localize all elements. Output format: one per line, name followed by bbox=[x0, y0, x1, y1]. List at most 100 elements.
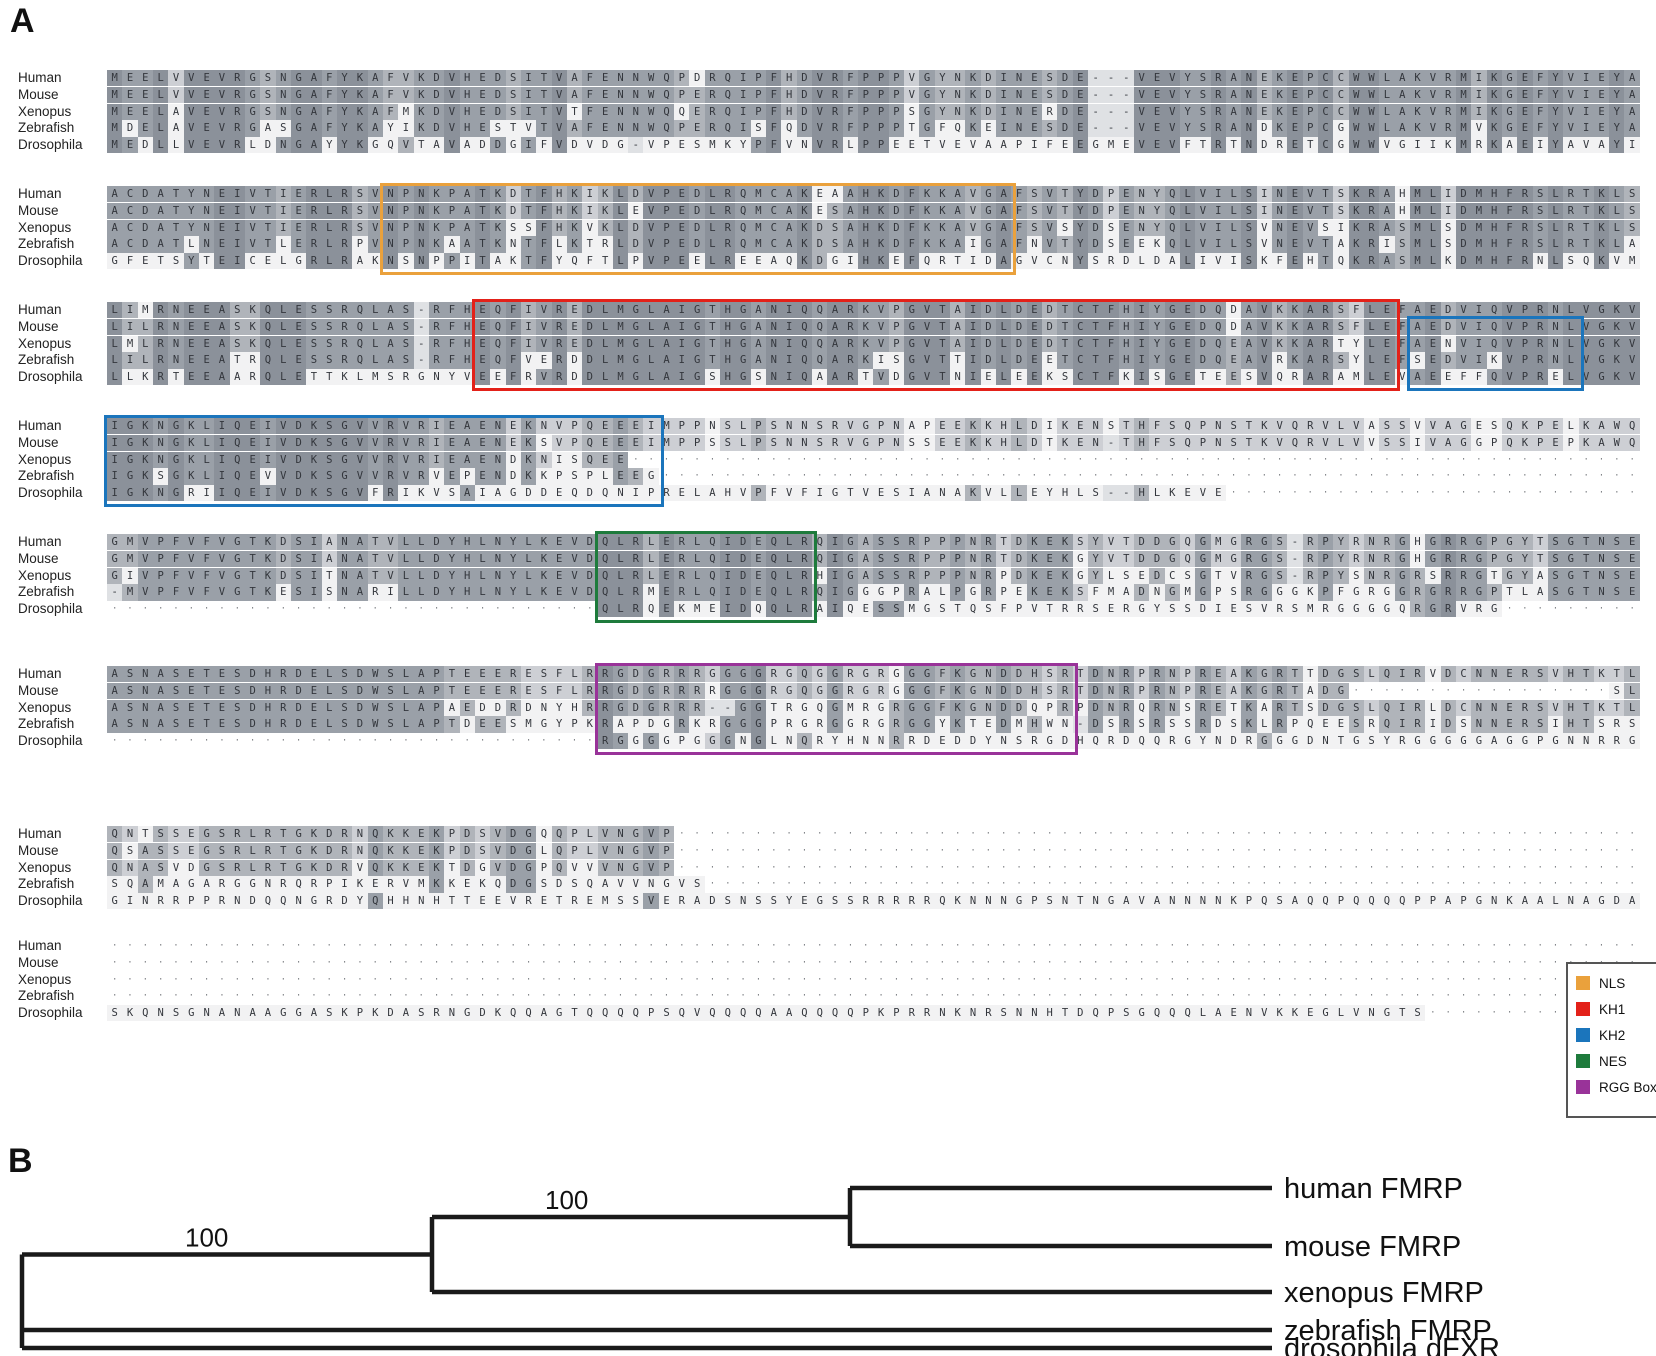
sequence-row: Q N T S S E G S R L R T G K D R N Q K K E K P D S V D G Q Q P L V N G V P · · ·… bbox=[107, 826, 1640, 843]
species-label: Xenopus bbox=[18, 335, 72, 351]
species-label: Drosophila bbox=[18, 485, 83, 501]
legend-item: KH2 bbox=[1568, 1022, 1656, 1048]
sequence-row: · · · · · · · · · · · · · · · · · · · · · · · · · · · · · · · · · · · · · · · ·… bbox=[111, 957, 1635, 968]
species-label: Drosophila bbox=[18, 893, 83, 909]
species-label: Drosophila bbox=[18, 1005, 83, 1021]
legend-swatch-kh1 bbox=[1576, 1002, 1590, 1016]
species-label: Zebrafish bbox=[18, 352, 75, 368]
legend-swatch-nls bbox=[1576, 976, 1590, 990]
species-label: Mouse bbox=[18, 550, 59, 566]
alignment-block: Human M E E L V V E V R G S N G A F Y K A F V K D V H E D S I T V A F E N N… bbox=[0, 70, 1656, 164]
sequence-row: · · · · · · · · · · · · · · · · · · · · · · · · · · · · · · · · · · · · · · · ·… bbox=[111, 974, 1635, 985]
taxon-label: zebrafish FMRP bbox=[1284, 1315, 1492, 1347]
species-label: Xenopus bbox=[18, 699, 72, 715]
species-label: Drosophila bbox=[18, 733, 83, 749]
panel-b-label: B bbox=[8, 1142, 33, 1180]
phylogenetic-tree: 100 100 human FMRP mouse FMRP xenopus FMRP ze… bbox=[19, 1173, 1500, 1356]
legend-item: NES bbox=[1568, 1048, 1656, 1074]
species-label: Zebrafish bbox=[18, 236, 75, 252]
species-label: Xenopus bbox=[18, 971, 72, 987]
species-label: Drosophila bbox=[18, 253, 83, 269]
species-label: Human bbox=[18, 186, 62, 201]
legend-label: KH2 bbox=[1599, 1027, 1626, 1043]
bootstrap-value: 100 bbox=[185, 1223, 228, 1253]
legend-label: KH1 bbox=[1599, 1001, 1626, 1017]
sequence-row: I G K N G K L I Q E I V D K S G V V R V R I E A E N D K N I S Q E E · · · · · ·… bbox=[107, 451, 1640, 469]
species-label: Drosophila bbox=[18, 601, 83, 617]
species-label: Human bbox=[18, 418, 62, 433]
alignment-block: Human Q N T S S E G S R L R T G K D R N Q K K E K P D S V D G Q Q P L V N G… bbox=[0, 826, 1656, 920]
legend-item: RGG Box bbox=[1568, 1074, 1656, 1100]
alignment-block: Human A C D A T Y N E I V T I E R L R S V N P N K P A T K D T F H K I K L D… bbox=[0, 183, 1656, 280]
bootstrap-value: 100 bbox=[545, 1185, 588, 1215]
species-label: Drosophila bbox=[18, 137, 83, 153]
species-label: Xenopus bbox=[18, 859, 72, 875]
species-label: Human bbox=[18, 302, 62, 317]
legend-item: KH1 bbox=[1568, 996, 1656, 1022]
taxon-label: mouse FMRP bbox=[1284, 1231, 1461, 1263]
panel-a-label: A bbox=[10, 2, 35, 40]
legend-label: RGG Box bbox=[1599, 1079, 1656, 1095]
sequence-row: · · · · · · · · · · · · · · · · · · · · · · · · · · · · · · · · Q L R Q E K M E… bbox=[107, 601, 1640, 618]
taxon-label: drosophila dFXR bbox=[1284, 1333, 1500, 1356]
species-label: Mouse bbox=[18, 682, 59, 698]
legend-item: NLS bbox=[1568, 970, 1656, 996]
species-label: Human bbox=[18, 534, 62, 549]
species-label: Xenopus bbox=[18, 219, 72, 235]
species-label: Zebrafish bbox=[18, 988, 75, 1004]
sequence-row: S Q A M A G A R G G N R Q R P I K E R V M K K E K Q D G S D S Q A V V N G V S ·… bbox=[107, 876, 1640, 893]
sequence-row: Q S A S S E G S R L R T G K D R N Q K K E K P D S V D G L Q P L V N G V P · · ·… bbox=[107, 842, 1640, 860]
species-label: Zebrafish bbox=[18, 876, 75, 892]
sequence-row: · · · · · · · · · · · · · · · · · · · · · · · · · · · · · · · · · · · · · · · ·… bbox=[111, 991, 1635, 1002]
legend-swatch-nes bbox=[1576, 1054, 1590, 1068]
species-label: Mouse bbox=[18, 954, 59, 970]
domain-legend: NLS KH1 KH2 NES RGG Box bbox=[1566, 962, 1656, 1118]
legend-swatch-rgg-box bbox=[1576, 1080, 1590, 1094]
alignment-block: Human G M V P F V F V G T K D S I A N A T V L L D Y H L N Y L K E V D Q L R… bbox=[0, 531, 1656, 628]
sequence-row: · · · · · · · · · · · · · · · · · · · · · · · · · · · · · · · · · · · · · · · ·… bbox=[111, 941, 1635, 951]
alignment-block: Human A S N A S E T E S D H R D E L S D W S L A P T E E E R E S F L R R G D… bbox=[0, 663, 1656, 760]
species-label: Drosophila bbox=[18, 369, 83, 385]
species-label: Mouse bbox=[18, 842, 59, 858]
species-label: Xenopus bbox=[18, 451, 72, 467]
species-label: Mouse bbox=[18, 202, 59, 218]
taxon-label: human FMRP bbox=[1284, 1173, 1463, 1205]
alignment-block: Human · · · · · · · · · · · · · · · · · · · · · · · · · · · · · · · · · · ·… bbox=[0, 938, 1656, 1032]
species-label: Zebrafish bbox=[18, 120, 75, 136]
legend-label: NES bbox=[1599, 1053, 1627, 1069]
species-label: Mouse bbox=[18, 318, 59, 334]
species-label: Human bbox=[18, 826, 62, 841]
species-label: Mouse bbox=[18, 86, 59, 102]
species-label: Xenopus bbox=[18, 567, 72, 583]
species-label: Human bbox=[18, 938, 62, 953]
alignment-block: Human L I M R N E E A S K Q L E S S R Q L A S - R F H E Q F I V R E D L M G… bbox=[0, 299, 1656, 396]
taxon-label: xenopus FMRP bbox=[1284, 1277, 1484, 1309]
legend-swatch-kh2 bbox=[1576, 1028, 1590, 1042]
